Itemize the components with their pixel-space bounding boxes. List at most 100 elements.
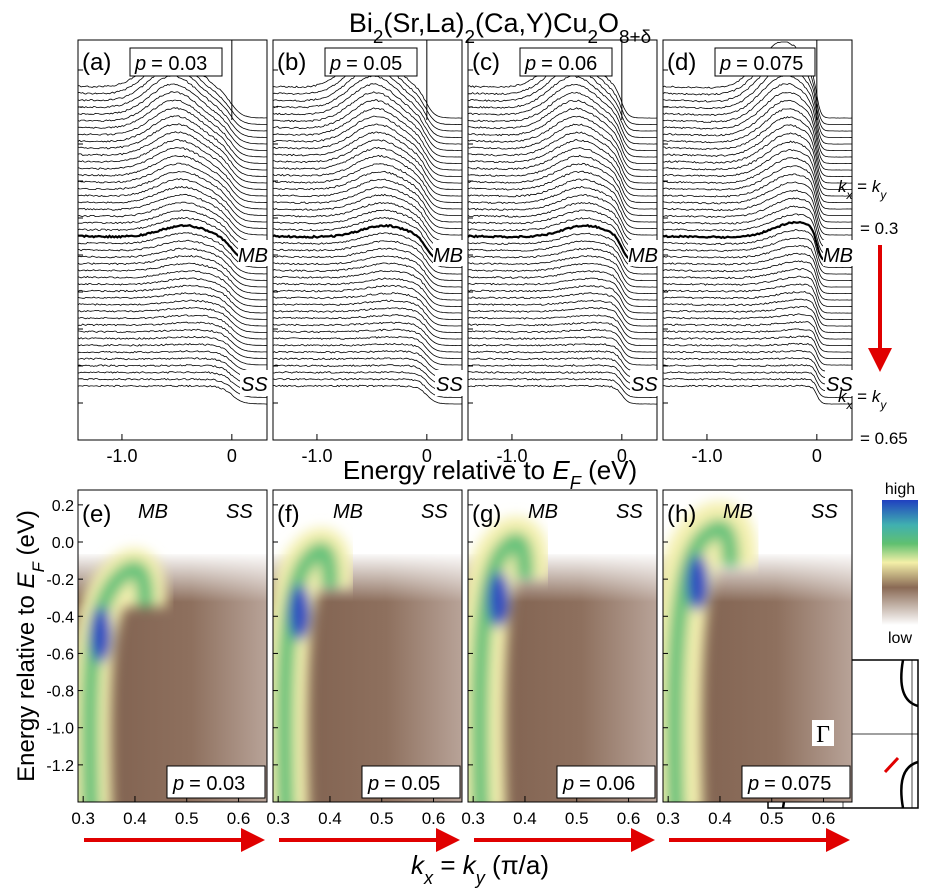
- doping-value: = 0.075: [736, 53, 803, 75]
- edc-curve: [662, 283, 853, 314]
- edc-curve: [662, 298, 853, 327]
- momentum-label: kx = ky: [838, 387, 887, 412]
- edc-curve: [662, 357, 852, 379]
- panel-frame: [77, 489, 268, 803]
- label-bg: [823, 240, 857, 266]
- doping-label: p = 0.075: [719, 53, 803, 75]
- text-part: k: [838, 387, 848, 406]
- doping-box: [361, 765, 461, 799]
- edc-curve: [273, 371, 462, 392]
- band: [78, 548, 167, 802]
- edc-curve: [272, 255, 463, 288]
- edc-curve: [272, 123, 463, 178]
- edc-curve: [77, 357, 268, 379]
- edc-curve: [662, 268, 852, 301]
- band: [273, 527, 353, 802]
- edc-curve: [272, 378, 463, 398]
- text-part: x: [423, 868, 434, 888]
- doping-label: p = 0.05: [367, 773, 440, 795]
- edc-curve: [467, 247, 658, 281]
- x-tick-label: 0: [422, 446, 432, 466]
- edc-curve: [467, 186, 657, 229]
- edc-curve: [468, 131, 658, 184]
- label-bg: [825, 370, 855, 396]
- colorbar-low: low: [888, 630, 912, 647]
- edc-curve: [467, 350, 658, 373]
- edc-curve: [272, 240, 462, 275]
- edc-curve: [467, 306, 658, 334]
- panel-letter: (g): [472, 501, 501, 528]
- text-part: (eV): [581, 455, 637, 485]
- x-tick-label: 0.3: [266, 809, 290, 828]
- edc-curve: [468, 384, 658, 405]
- y-tick-label: -1.0: [46, 721, 74, 738]
- panel-letter: (e): [82, 501, 111, 528]
- edc-curve: [467, 202, 657, 243]
- text-part: x: [846, 188, 854, 202]
- edc-curve: [272, 99, 462, 158]
- edc-curve: [272, 146, 462, 197]
- band: [663, 501, 758, 802]
- doping-box: [324, 47, 418, 77]
- doping-box: [741, 765, 851, 799]
- x-tick-label: 0.4: [123, 809, 147, 828]
- band-label: SS: [436, 374, 463, 396]
- x-tick-label: 0.5: [175, 809, 199, 828]
- edc-curve: [272, 223, 463, 263]
- edc-curve: [662, 350, 853, 373]
- text-part: E: [552, 455, 570, 485]
- band-core: [288, 584, 311, 641]
- x-tick-label: 0.4: [318, 809, 342, 828]
- edc-curve: [662, 140, 853, 197]
- band-label: MB: [333, 501, 363, 523]
- text-part: O: [598, 8, 619, 38]
- edc-curve: [662, 244, 853, 282]
- edc-curve: [467, 357, 658, 379]
- edc-curve: [467, 277, 657, 308]
- edc-curve: [467, 377, 657, 399]
- figure-title: Bi2(Sr,La)2(Ca,Y)Cu2O8+δ: [349, 8, 651, 48]
- doping-box: [519, 47, 613, 77]
- edc-curve: [272, 115, 462, 171]
- edc-curve: [662, 57, 853, 132]
- edc-curve: [77, 75, 267, 138]
- doping-symbol: p: [719, 53, 731, 75]
- edc-curve: [272, 154, 463, 203]
- text-part: Energy relative to: [343, 455, 553, 485]
- edc-curve: [662, 342, 853, 366]
- edc-curve: [467, 217, 658, 256]
- doping-box: [129, 47, 223, 77]
- momentum-end: = 0.65: [860, 429, 908, 448]
- doping-label: p = 0.03: [172, 773, 245, 795]
- edc-curve: [467, 75, 657, 139]
- edc-curve: [77, 350, 267, 372]
- doping-label: p = 0.03: [134, 53, 207, 75]
- edc-curve: [77, 384, 268, 405]
- edc-curve: [662, 149, 853, 204]
- edc-curve: [272, 270, 462, 301]
- edc-curve: [467, 123, 657, 177]
- edc-curve: [77, 262, 267, 294]
- text-part: (Ca,Y)Cu: [475, 8, 588, 38]
- x-tick-label: 0.5: [760, 809, 784, 828]
- text-part: 2: [373, 27, 384, 48]
- text-part: k: [872, 387, 882, 406]
- text-part: x: [846, 398, 854, 412]
- y-tick-label: -0.4: [46, 609, 74, 626]
- x-tick-label: 0.5: [565, 809, 589, 828]
- doping-label: p = 0.075: [747, 773, 831, 795]
- panel-frame: [467, 489, 658, 803]
- band-mid: [80, 560, 155, 802]
- x-tick-label: -1.0: [301, 446, 332, 466]
- edc-curve: [77, 277, 268, 307]
- edc-curve: [272, 170, 462, 216]
- text-part: =: [852, 387, 871, 406]
- band-label: SS: [826, 374, 853, 396]
- band-label: MB: [433, 245, 463, 267]
- edc-curve: [662, 213, 853, 255]
- edc-curve: [77, 83, 268, 145]
- x-axis-label: Energy relative to EF (eV): [343, 455, 637, 493]
- heatmap: [78, 490, 267, 802]
- y-tick-label: -0.2: [46, 572, 74, 589]
- edc-curve: [467, 115, 658, 171]
